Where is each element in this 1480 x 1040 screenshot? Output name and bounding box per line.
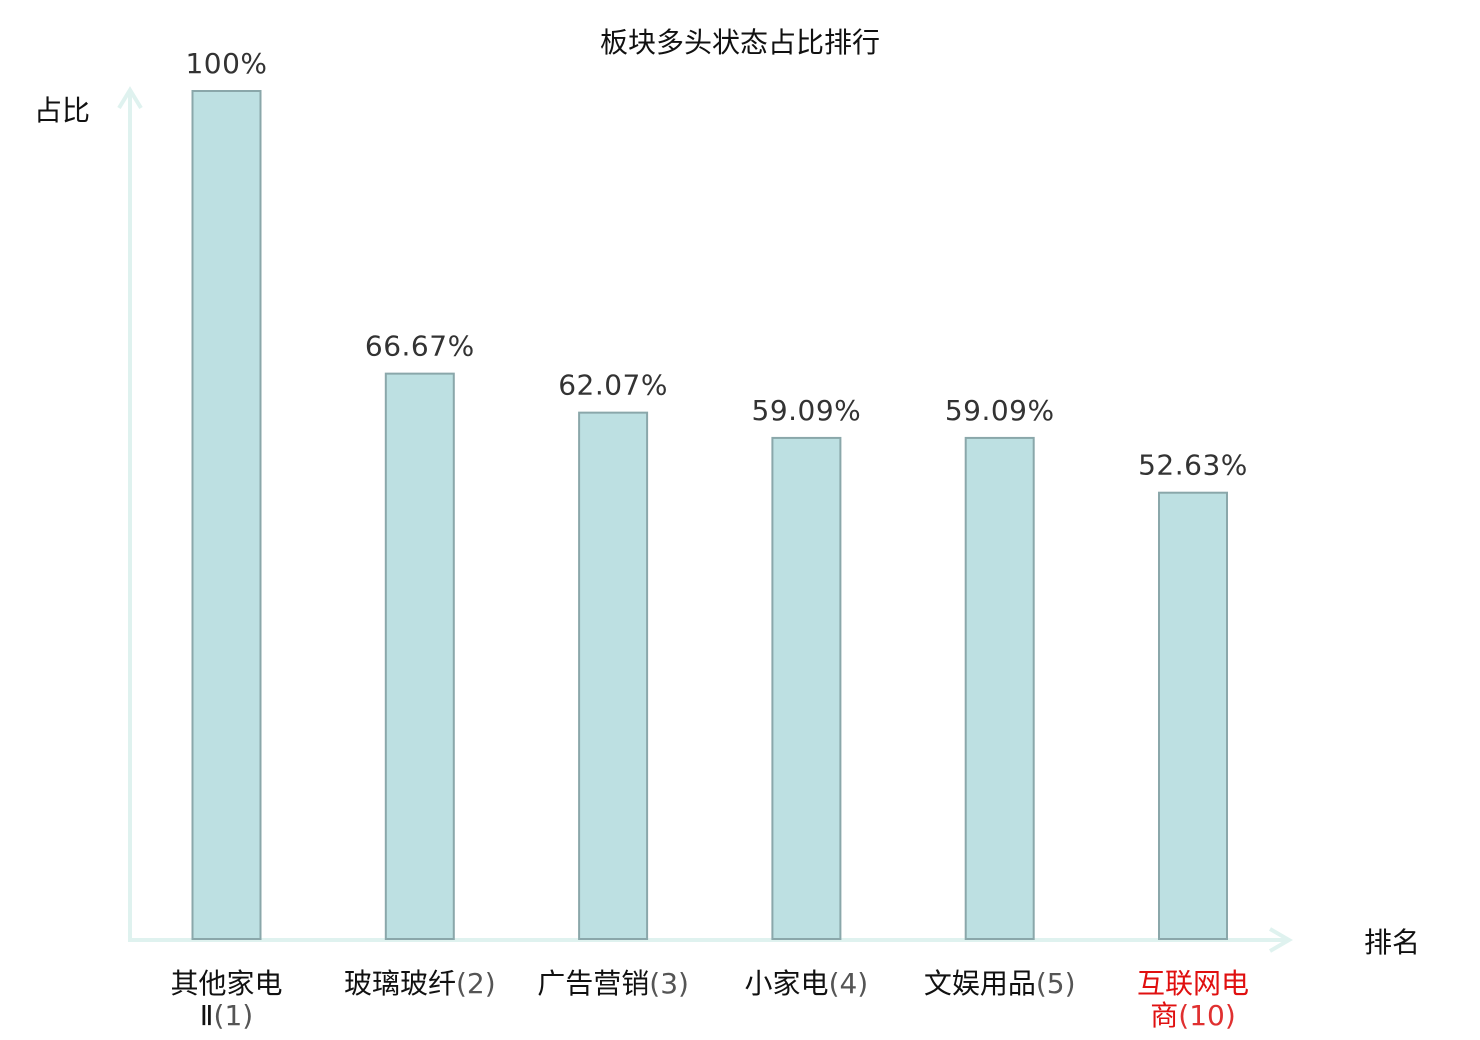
x-axis-title: 排名 bbox=[1364, 926, 1420, 959]
bar-value-label: 100% bbox=[185, 47, 267, 80]
bar-value-label: 52.63% bbox=[1138, 449, 1248, 482]
category-label: 玻璃玻纤(2) bbox=[344, 967, 496, 1000]
x-axis-arrow-icon bbox=[1268, 927, 1293, 953]
bar bbox=[578, 411, 649, 940]
bar bbox=[964, 436, 1035, 940]
bar bbox=[384, 372, 455, 940]
category-label: 文娱用品(5) bbox=[924, 967, 1076, 1000]
category-label: 其他家电 Ⅱ(1) bbox=[170, 967, 282, 1032]
category-label: 广告营销(3) bbox=[537, 967, 689, 1000]
category-label: 小家电(4) bbox=[745, 967, 869, 1000]
bar-value-label: 59.09% bbox=[945, 394, 1055, 427]
value-labels-group: 100% 66.67% 62.07% 59.09% 59.09% 52.63% bbox=[185, 47, 1247, 482]
bar-value-label: 66.67% bbox=[365, 330, 475, 363]
axes bbox=[117, 86, 1293, 953]
bar bbox=[771, 436, 842, 940]
bar-value-label: 62.07% bbox=[558, 369, 668, 402]
y-axis-title: 占比 bbox=[34, 94, 90, 127]
bar-value-label: 59.09% bbox=[752, 394, 862, 427]
bar bbox=[1158, 491, 1228, 940]
y-axis-arrow-icon bbox=[117, 86, 143, 110]
bar bbox=[191, 90, 262, 940]
bars-group bbox=[191, 90, 1228, 940]
category-label: 互联网电商(10) bbox=[1137, 967, 1249, 1032]
chart-title: 板块多头状态占比排行 bbox=[600, 26, 880, 59]
category-labels-group: 其他家电 Ⅱ(1) 玻璃玻纤(2) 广告营销(3) 小家电(4) 文娱用品(5) 互联网电商… bbox=[170, 967, 1249, 1032]
